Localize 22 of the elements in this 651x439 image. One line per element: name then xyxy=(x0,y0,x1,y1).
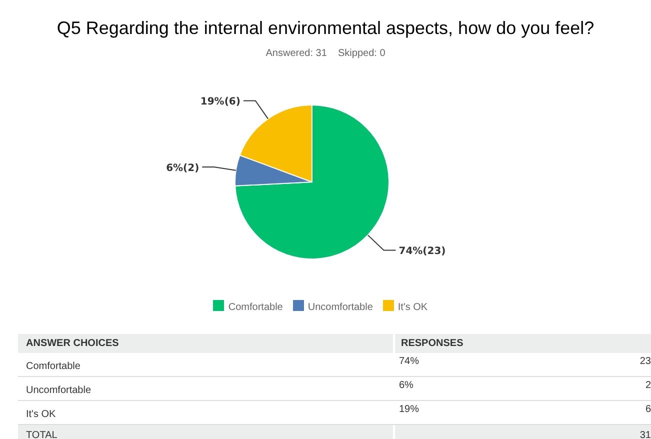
text: 74% xyxy=(399,356,420,367)
category-label: Uncomfortable xyxy=(26,385,92,396)
text: 2 xyxy=(645,380,651,391)
legend-label: It's OK xyxy=(398,302,428,313)
category-label: Comfortable xyxy=(26,361,80,372)
text: ANSWER CHOICES xyxy=(18,334,395,353)
text: TOTAL xyxy=(18,425,395,439)
text: 23 xyxy=(640,356,651,367)
text: 19% xyxy=(399,404,420,415)
category-label: It's OK xyxy=(26,409,56,420)
text: 31 xyxy=(638,430,651,439)
chart-title: Q5 Regarding the internal environmental aspects, how do you feel? xyxy=(56,18,596,39)
data-label: 19%(6) xyxy=(200,96,240,108)
legend-label: Comfortable xyxy=(228,302,283,313)
pie-slice xyxy=(234,104,390,260)
text: RESPONSES xyxy=(400,338,464,349)
data-label: 6%(2) xyxy=(166,163,200,174)
text: 6% xyxy=(399,380,414,391)
data-label: 74%(23) xyxy=(398,246,446,258)
chart-subtitle: Answered: 31 Skipped: 0 xyxy=(264,48,386,59)
text: 6 xyxy=(645,404,651,415)
legend-label: Uncomfortable xyxy=(308,302,373,313)
